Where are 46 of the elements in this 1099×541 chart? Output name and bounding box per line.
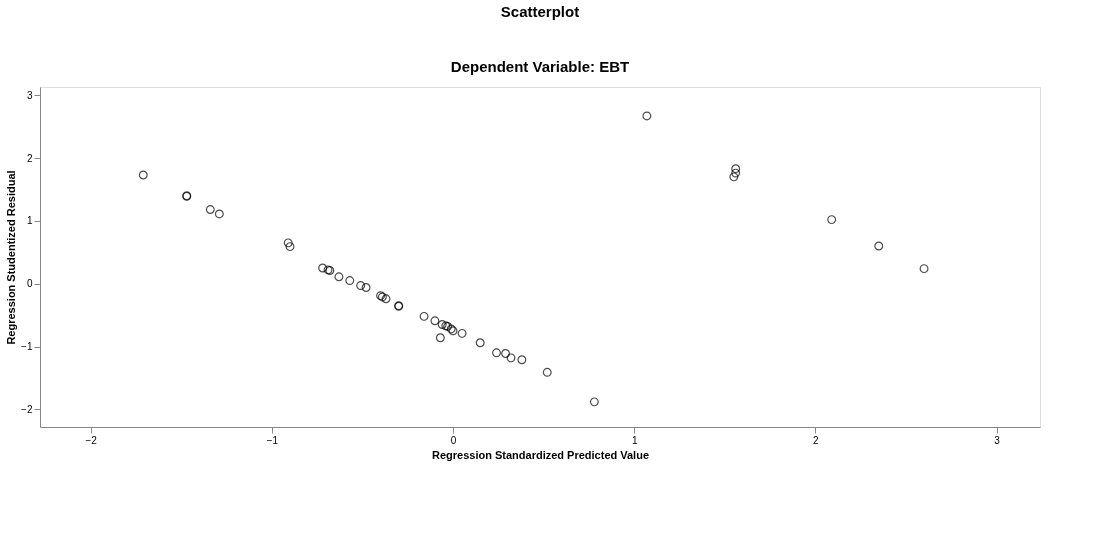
point xyxy=(437,320,447,330)
point xyxy=(345,276,355,286)
x-tick-label: 0 xyxy=(450,434,457,446)
chart-title: Scatterplot xyxy=(500,3,580,20)
point xyxy=(361,283,371,292)
y-axis-title: Regression Studentized Residual xyxy=(5,170,18,345)
y-tick-label: 1 xyxy=(26,215,33,227)
point xyxy=(542,367,552,377)
y-tick-label: 3 xyxy=(26,89,33,101)
x-tick-label: −1 xyxy=(266,434,279,446)
y-tick-label: −1 xyxy=(21,341,33,353)
point xyxy=(419,311,429,321)
y-tick-label: −2 xyxy=(21,403,33,415)
point xyxy=(381,294,391,304)
point xyxy=(731,168,741,178)
point xyxy=(874,241,884,251)
point xyxy=(501,349,511,358)
x-tick-label: −2 xyxy=(85,434,98,446)
point xyxy=(729,172,739,182)
point xyxy=(589,397,599,407)
y-tick-label: 0 xyxy=(26,278,33,290)
point xyxy=(214,209,224,219)
x-tick-label: 2 xyxy=(813,434,820,446)
point xyxy=(205,205,215,215)
point xyxy=(642,111,652,121)
point xyxy=(283,238,293,248)
x-axis-title: Regression Standardized Predicted Value xyxy=(431,448,650,461)
x-tick-label: 3 xyxy=(994,434,1001,446)
point xyxy=(731,164,741,174)
point xyxy=(318,263,328,273)
point xyxy=(356,281,366,291)
point xyxy=(457,328,467,338)
point xyxy=(285,242,295,252)
point xyxy=(435,333,445,343)
point xyxy=(517,355,527,365)
point xyxy=(138,170,148,180)
point xyxy=(506,353,516,363)
point xyxy=(430,316,440,326)
chart-subtitle: Dependent Variable: EBT xyxy=(450,58,630,75)
point xyxy=(827,215,837,225)
point xyxy=(919,264,929,274)
x-tick-label: 1 xyxy=(631,434,638,446)
point xyxy=(475,338,485,348)
point xyxy=(492,348,501,358)
y-tick-label: 2 xyxy=(26,152,33,164)
point xyxy=(334,272,344,282)
